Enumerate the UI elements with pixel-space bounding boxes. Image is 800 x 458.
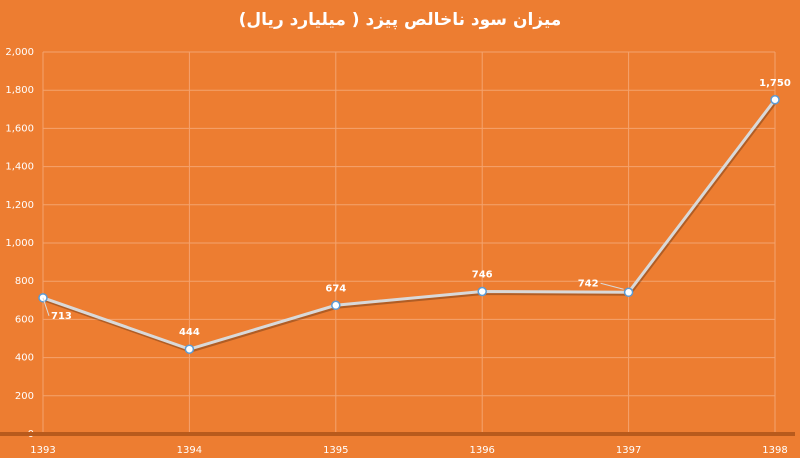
x-tick-label: 1395 xyxy=(323,445,348,456)
marker xyxy=(770,95,780,105)
x-tick-label: 1393 xyxy=(30,445,55,456)
marker xyxy=(331,300,341,311)
x-tick-label: 1398 xyxy=(762,445,787,456)
x-tick-label: 1394 xyxy=(177,445,202,456)
line xyxy=(42,98,777,351)
x-tick-label: 1397 xyxy=(616,445,641,456)
y-tick-label: 800 xyxy=(15,276,34,287)
data-label: 746 xyxy=(472,270,493,281)
marker xyxy=(623,287,634,298)
y-tick-label: 1,800 xyxy=(5,85,34,96)
y-tick-label: 1,400 xyxy=(5,162,34,173)
x-tick-label: 1396 xyxy=(469,445,494,456)
data-label: 444 xyxy=(179,327,200,338)
data-label: 713 xyxy=(51,311,72,322)
y-tick-label: 600 xyxy=(15,314,34,325)
y-tick-label: 2,000 xyxy=(5,47,34,58)
line-shadow xyxy=(43,100,778,353)
y-tick-label: 1,600 xyxy=(5,123,34,134)
data-label: 674 xyxy=(325,283,346,294)
y-tick-label: 1,200 xyxy=(5,200,34,211)
data-label: 1,750 xyxy=(759,78,791,89)
data-label: 742 xyxy=(578,278,599,289)
marker xyxy=(184,344,195,354)
chart-title: میزان سود ناخالص پیزد ( میلیارد ریال) xyxy=(239,10,562,30)
y-tick-label: 200 xyxy=(15,391,34,402)
leader-line xyxy=(600,282,624,290)
leader-line xyxy=(42,297,50,316)
marker xyxy=(477,286,487,297)
y-tick-label: 1,000 xyxy=(5,238,34,249)
y-tick-label: 400 xyxy=(15,353,34,364)
